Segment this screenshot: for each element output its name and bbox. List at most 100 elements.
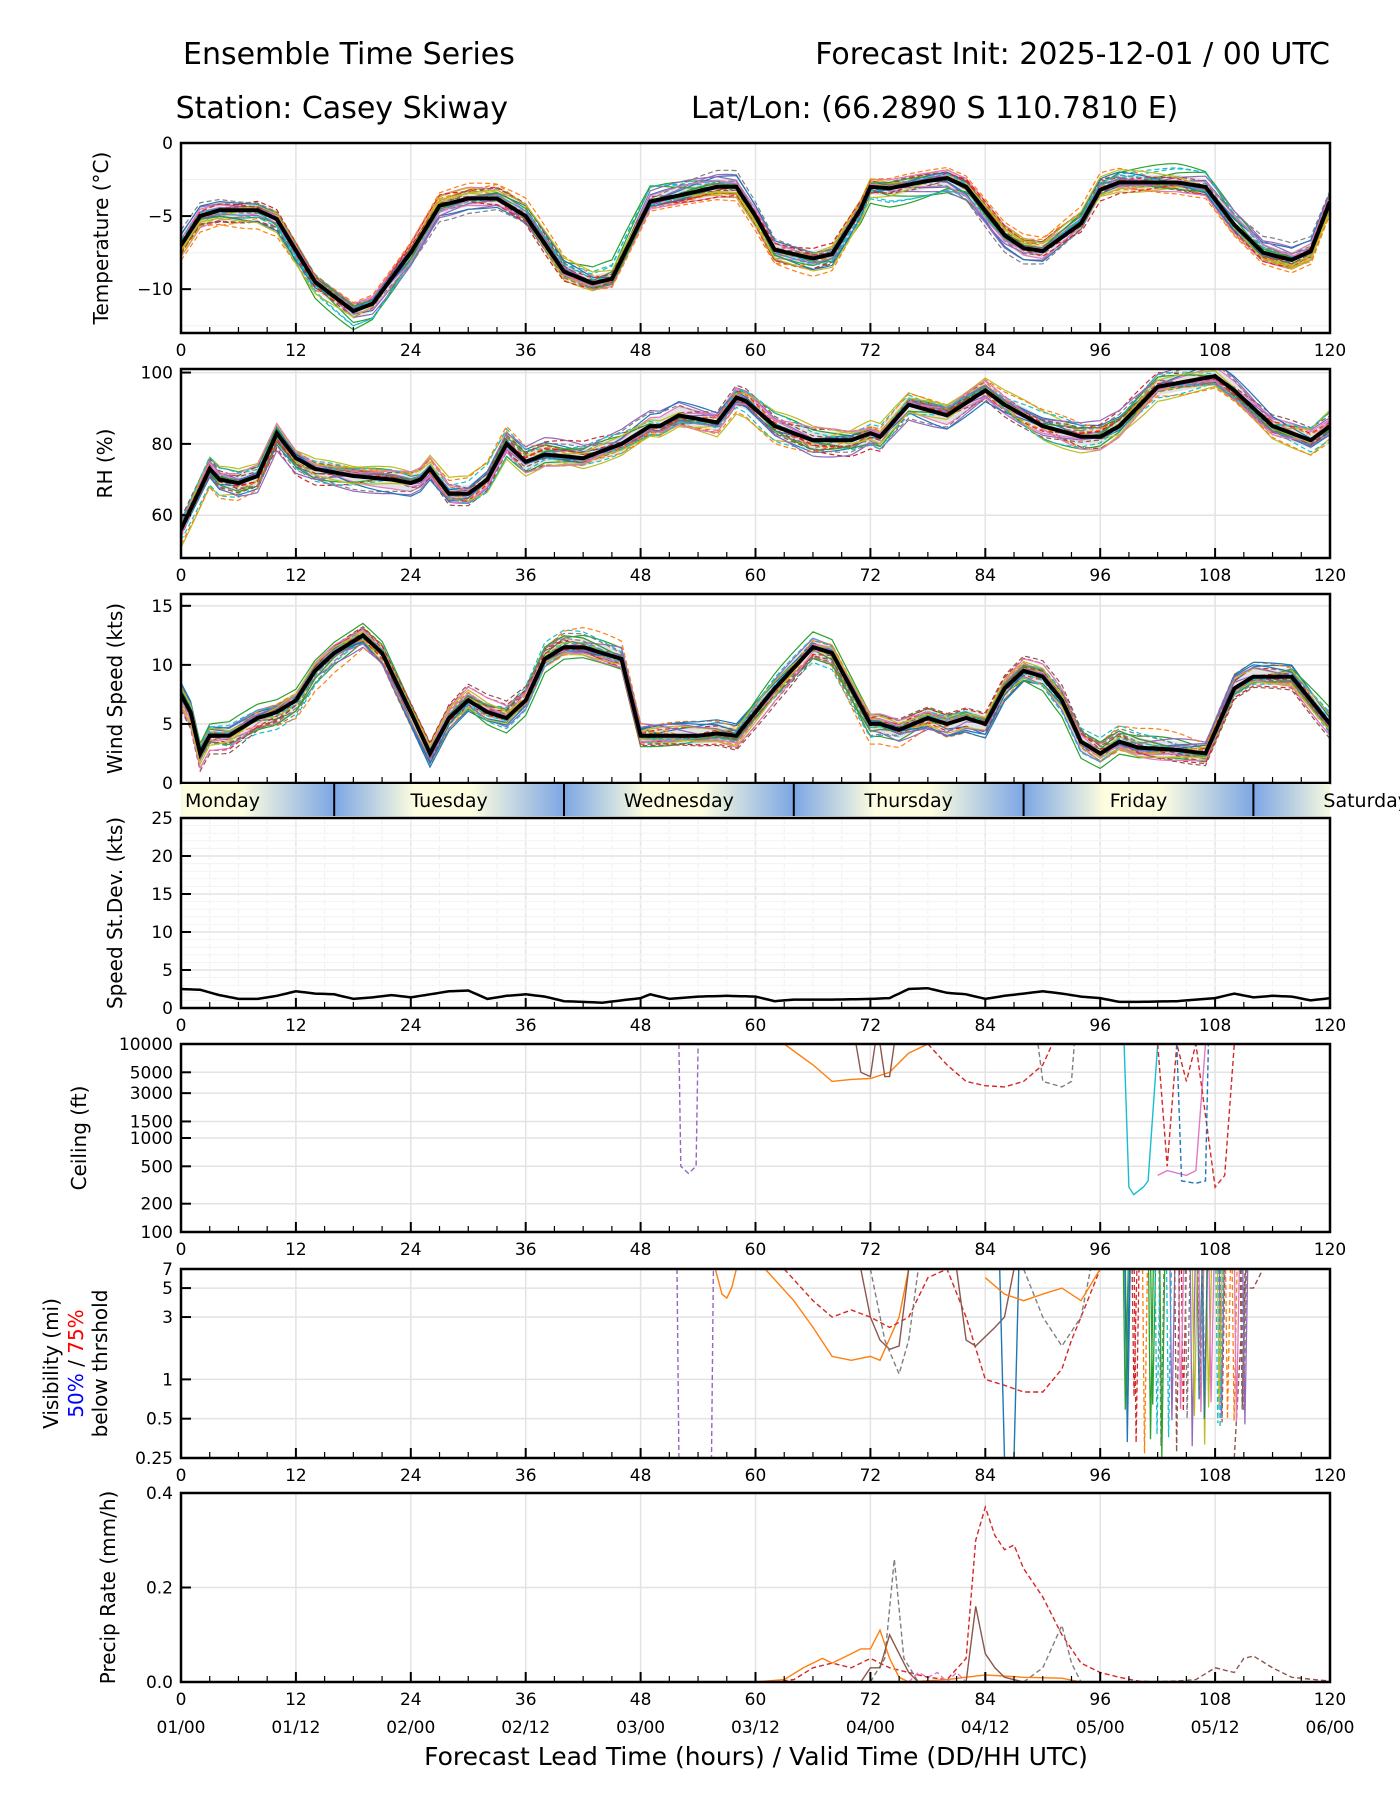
y-tick-label: 100 [141,1223,173,1243]
x-tick-label: 12 [285,1240,307,1260]
member-event-line [1122,1269,1129,1410]
day-band-tuesday [334,784,564,816]
x-axis-label: Forecast Lead Time (hours) / Valid Time … [424,1742,1088,1771]
day-band-monday [181,784,335,816]
y-tick-label: 5000 [130,1063,173,1083]
x-tick-label: 12 [285,566,307,586]
member-event-line [1224,1269,1232,1420]
plot-area [678,1044,1235,1196]
member-event-line [774,1504,1158,1682]
ensemble-member-line [181,169,1330,309]
x-tick-label: 108 [1199,1466,1231,1486]
y-tick-label: 500 [141,1157,173,1177]
x-tick-label: 108 [1199,1240,1231,1260]
y-tick-label: 5 [162,1279,173,1299]
valid-time-label: 04/00 [846,1718,895,1738]
member-event-line [1022,1269,1092,1348]
member-event-line [855,1044,895,1078]
x-tick-label: 72 [860,1240,882,1260]
member-event-line [783,1044,929,1083]
ensemble-member-line [181,627,1330,770]
member-event-line [1241,1269,1248,1411]
ensemble-member-line [181,172,1330,310]
x-tick-label: 0 [176,341,187,361]
x-tick-label: 48 [630,1016,652,1036]
station-latlon: Lat/Lon: (66.2890 S 110.7810 E) [691,91,1178,126]
member-event-line [999,1269,1020,1458]
member-event-line [1184,1269,1191,1419]
ensemble-member-line [181,382,1330,523]
ensemble-member-line [181,369,1330,528]
panel-visibility: 0 12 24 36 48 60 72 84 96 108 120 0.25 0.5 1 3 57 Visibi… [39,1260,1346,1486]
x-tick-label: 0 [176,1240,187,1260]
y-axis-label: Precip Rate (mm/h) [96,1491,120,1685]
member-event-line [1208,1269,1215,1403]
plot-area [755,1504,1330,1682]
day-strip: Monday Tuesday Wednesday Thursday Friday Satu… [181,784,1400,816]
x-tick-label: 24 [400,1016,422,1036]
x-tick-label: 108 [1199,1016,1231,1036]
x-tick-label: 12 [285,1016,307,1036]
day-band-wednesday [564,784,794,816]
figure-title-right: Forecast Init: 2025-12-01 / 00 UTC [815,37,1330,72]
member-event-line [1133,1269,1140,1443]
valid-time-label: 03/00 [616,1718,665,1738]
member-event-line [709,1269,715,1458]
member-event-line [1131,1269,1138,1397]
day-band-saturday [1253,784,1331,816]
day-label: Wednesday [624,790,734,812]
member-event-line [984,1269,1101,1302]
member-event-line [1037,1044,1075,1088]
y-tick-label: 0.0 [146,1673,173,1693]
x-tick-label: 96 [1089,1016,1111,1036]
x-tick-label: 96 [1089,341,1111,361]
member-event-line [1141,1269,1149,1454]
x-tick-label: 48 [630,1240,652,1260]
y-axis-label: Visibility (mi) [39,1298,63,1429]
x-tick-label: 36 [515,1240,537,1260]
x-tick-label: 24 [400,1466,422,1486]
y-tick-label: 200 [141,1195,173,1215]
y-axis-label: Temperature (°C) [89,152,113,326]
plot-area [676,1269,1264,1458]
ensemble-member-line [181,384,1330,527]
x-tick-label: 72 [860,1016,882,1036]
panel-temperature: 0 12 24 36 48 60 72 84 96 108 120 0 −5 −10 Temperature… [89,134,1346,361]
y-tick-label: 15 [151,597,173,617]
x-tick-label: 96 [1089,1240,1111,1260]
panel-ceiling: 0 12 24 36 48 60 72 84 96 108 120 100 200 500 10001500… [67,1035,1346,1260]
y-tick-label: 0.4 [146,1484,173,1504]
valid-time-label: 02/12 [501,1718,550,1738]
panel-wind: 0 5 10 15 Wind Speed (kts) [103,592,1332,794]
member-event-line [1158,1269,1165,1447]
valid-time-label: 06/00 [1306,1718,1355,1738]
member-event-line [1201,1269,1208,1419]
x-tick-label: 84 [974,1466,996,1486]
threshold-part: / [64,1354,88,1373]
x-tick-label: 72 [860,1466,882,1486]
ensemble-member-line [181,632,1330,762]
ensemble-mean-line [181,632,1330,760]
x-tick-label: 84 [974,566,996,586]
x-tick-label: 60 [745,1016,767,1036]
y-tick-label: −10 [137,280,173,300]
y-tick-label: 3000 [130,1084,173,1104]
x-tick-label: 72 [860,341,882,361]
valid-time-label: 03/12 [731,1718,780,1738]
panel-precip: 0 12 24 36 48 60 72 84 96 108 120 0.0 0.2 0.4 Precip R… [96,1484,1355,1738]
day-label: Saturday [1323,790,1400,812]
day-band-thursday [793,784,1024,816]
member-event-line [755,1628,1082,1682]
member-event-line [1191,1269,1198,1416]
member-event-line [714,1269,738,1300]
valid-time-label: 02/00 [386,1718,435,1738]
ensemble-member-line [181,169,1330,318]
member-event-line [1023,1623,1082,1682]
y-tick-label: 80 [151,435,173,455]
member-event-line [1123,1044,1159,1196]
x-tick-label: 108 [1199,341,1231,361]
y-tick-label: 7 [162,1260,173,1280]
y-tick-label: 10 [151,923,173,943]
station-name: Station: Casey Skiway [176,91,508,126]
